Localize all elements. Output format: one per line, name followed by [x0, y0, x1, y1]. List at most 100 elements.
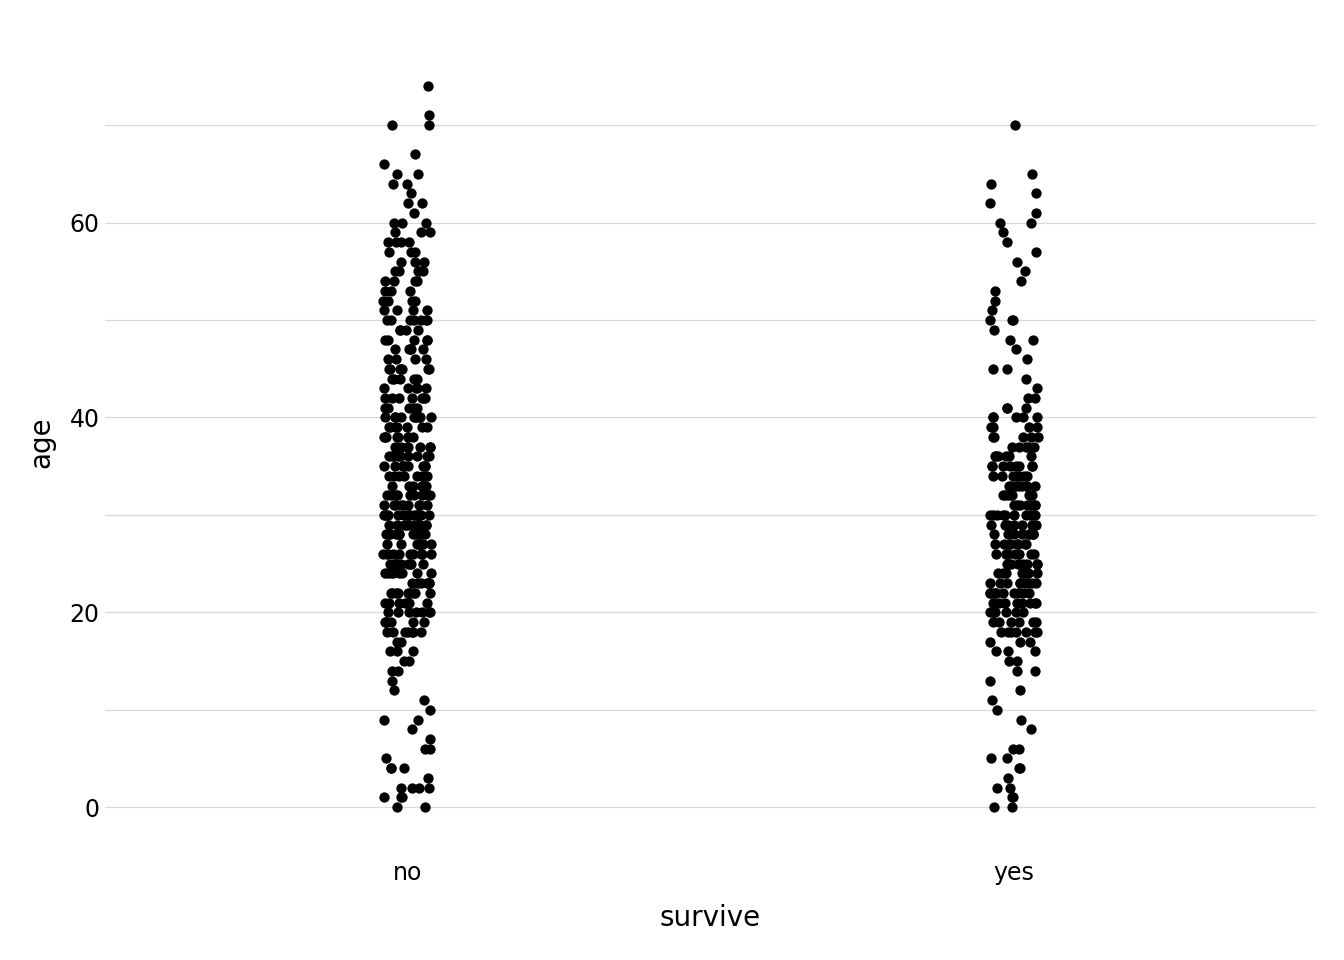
Point — [394, 654, 415, 669]
Point — [984, 537, 1005, 552]
Point — [1005, 342, 1027, 357]
Point — [1017, 575, 1039, 590]
Point — [401, 244, 422, 259]
Point — [1005, 605, 1027, 620]
Point — [415, 312, 437, 327]
Point — [383, 274, 405, 289]
Point — [986, 780, 1008, 796]
Point — [419, 565, 441, 581]
Point — [981, 605, 1003, 620]
Point — [376, 400, 398, 416]
Point — [997, 527, 1019, 542]
Point — [398, 517, 419, 533]
Point — [1008, 760, 1030, 776]
Point — [992, 459, 1013, 474]
Point — [411, 391, 433, 406]
Point — [402, 478, 423, 493]
Point — [414, 527, 435, 542]
Point — [417, 595, 438, 611]
Point — [1007, 537, 1028, 552]
Point — [419, 439, 441, 454]
Point — [1015, 624, 1036, 639]
Point — [409, 439, 430, 454]
Point — [399, 478, 421, 493]
Point — [405, 293, 426, 308]
Point — [981, 459, 1003, 474]
Point — [376, 537, 398, 552]
Point — [407, 264, 429, 279]
Point — [419, 108, 441, 123]
Point — [995, 517, 1016, 533]
Point — [375, 410, 396, 425]
Point — [413, 459, 434, 474]
Point — [417, 575, 438, 590]
Point — [1007, 654, 1028, 669]
Point — [985, 605, 1007, 620]
Point — [390, 634, 411, 649]
Point — [411, 478, 433, 493]
Point — [1020, 215, 1042, 230]
Point — [387, 429, 409, 444]
Point — [403, 400, 425, 416]
Point — [417, 302, 438, 318]
Point — [1025, 595, 1047, 611]
Point — [396, 595, 418, 611]
Point — [1021, 488, 1043, 503]
Point — [407, 380, 429, 396]
Point — [989, 215, 1011, 230]
Point — [984, 293, 1005, 308]
Point — [394, 459, 415, 474]
Point — [395, 323, 417, 338]
Point — [375, 614, 396, 630]
Point — [1020, 546, 1042, 562]
Point — [1012, 565, 1034, 581]
Point — [1000, 624, 1021, 639]
Point — [396, 439, 418, 454]
Point — [379, 244, 401, 259]
Point — [1016, 556, 1038, 571]
Point — [997, 546, 1019, 562]
Point — [1025, 205, 1047, 221]
Point — [1025, 614, 1047, 630]
Point — [984, 586, 1005, 601]
Point — [981, 420, 1003, 435]
Point — [409, 497, 430, 513]
Point — [999, 537, 1020, 552]
Point — [413, 391, 434, 406]
Point — [1019, 507, 1040, 522]
Point — [988, 614, 1009, 630]
Point — [1027, 556, 1048, 571]
Point — [380, 586, 402, 601]
Point — [374, 507, 395, 522]
Point — [415, 332, 437, 348]
Point — [1017, 586, 1039, 601]
Point — [419, 732, 441, 747]
Point — [997, 517, 1019, 533]
Point — [1011, 711, 1032, 727]
Point — [374, 274, 395, 289]
Point — [992, 488, 1013, 503]
Point — [984, 605, 1005, 620]
Point — [418, 117, 439, 132]
Point — [402, 643, 423, 659]
Point — [1001, 312, 1023, 327]
Point — [390, 448, 411, 464]
Point — [1015, 439, 1036, 454]
Point — [1023, 614, 1044, 630]
Point — [402, 780, 423, 796]
Point — [999, 448, 1020, 464]
Point — [984, 448, 1005, 464]
Point — [382, 663, 403, 679]
Point — [398, 605, 419, 620]
Point — [401, 293, 422, 308]
Point — [981, 517, 1003, 533]
Point — [1023, 527, 1044, 542]
Point — [394, 517, 415, 533]
Point — [384, 264, 406, 279]
Point — [387, 527, 409, 542]
Point — [380, 448, 402, 464]
Point — [978, 196, 1000, 211]
Point — [1001, 488, 1023, 503]
Point — [1025, 185, 1047, 201]
Point — [1004, 546, 1025, 562]
